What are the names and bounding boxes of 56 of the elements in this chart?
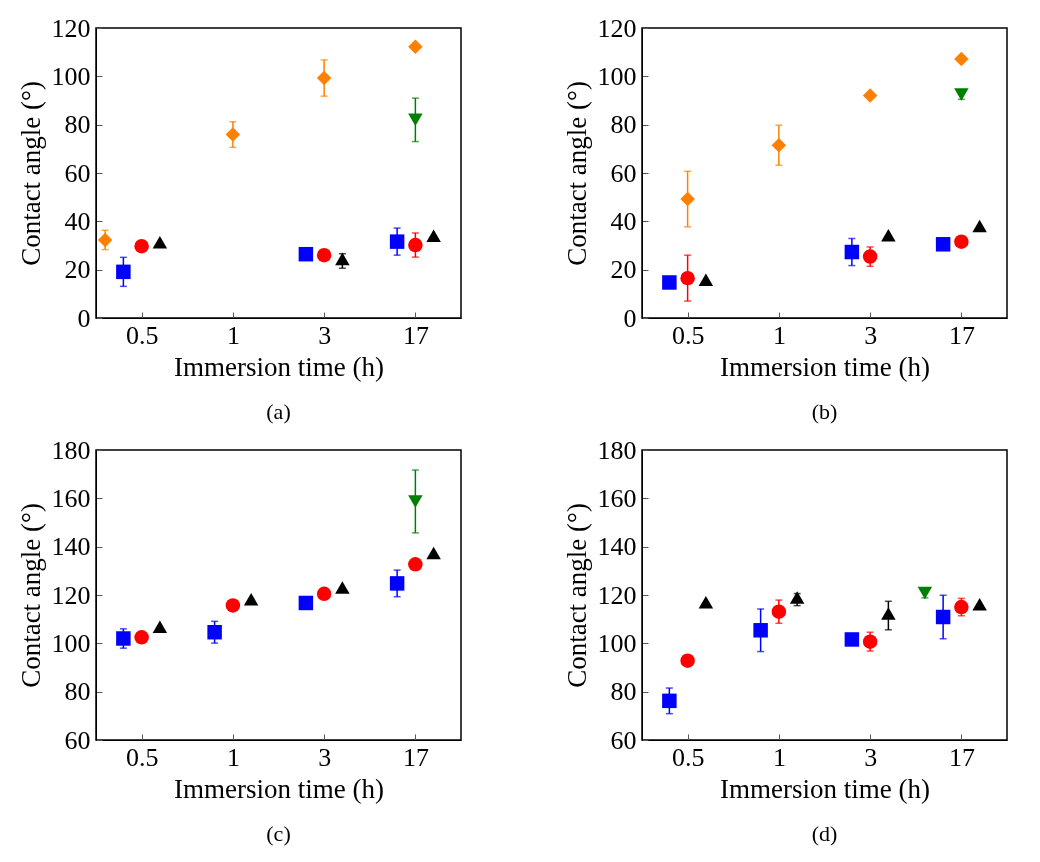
y-tick-label: 160 [597, 483, 637, 513]
x-tick-label: 3 [864, 742, 878, 772]
y-tick-label: 100 [51, 61, 91, 91]
x-tick-label: 1 [772, 320, 786, 350]
x-tick-label: 1 [226, 742, 240, 772]
y-tick-label: 0 [623, 303, 637, 333]
y-tick-label: 60 [610, 725, 637, 755]
y-tick-label: 40 [610, 206, 637, 236]
x-axis-title: Immersion time (h) [720, 351, 930, 382]
x-tick-label: 1 [226, 320, 240, 350]
x-tick-label: 3 [318, 320, 332, 350]
x-tick-label: 0.5 [125, 742, 159, 772]
y-tick-label: 180 [597, 435, 637, 465]
x-tick-label: 17 [948, 742, 975, 772]
y-axis-title: Contact angle (°) [15, 81, 46, 266]
y-tick-label: 120 [597, 13, 637, 43]
y-tick-label: 180 [51, 435, 91, 465]
x-tick-label: 3 [318, 742, 332, 772]
x-tick-label: 0.5 [125, 320, 159, 350]
y-tick-label: 40 [64, 206, 91, 236]
y-tick-label: 20 [64, 255, 91, 285]
y-tick-label: 0 [77, 303, 91, 333]
y-tick-label: 120 [51, 13, 91, 43]
y-tick-label: 20 [610, 255, 637, 285]
y-tick-label: 120 [597, 580, 637, 610]
y-axis-title: Contact angle (°) [561, 503, 592, 688]
y-tick-label: 60 [64, 158, 91, 188]
x-tick-label: 1 [772, 742, 786, 772]
y-tick-label: 100 [597, 61, 637, 91]
x-axis-title: Immersion time (h) [720, 773, 930, 804]
y-tick-label: 140 [51, 532, 91, 562]
x-tick-label: 0.5 [671, 320, 705, 350]
x-tick-label: 17 [402, 320, 429, 350]
y-tick-label: 80 [610, 677, 637, 707]
y-tick-label: 80 [64, 677, 91, 707]
x-tick-label: 17 [402, 742, 429, 772]
y-tick-label: 160 [51, 483, 91, 513]
y-tick-label: 140 [597, 532, 637, 562]
x-tick-label: 17 [948, 320, 975, 350]
x-axis-title: Immersion time (h) [174, 773, 384, 804]
text: (b) [811, 399, 838, 424]
y-axis-title: Contact angle (°) [15, 503, 46, 688]
text: (d) [811, 821, 838, 846]
y-tick-label: 100 [597, 628, 637, 658]
y-tick-label: 120 [51, 580, 91, 610]
y-tick-label: 60 [610, 158, 637, 188]
y-tick-label: 80 [610, 110, 637, 140]
text: (a) [266, 399, 291, 424]
x-tick-label: 0.5 [671, 742, 705, 772]
text: (c) [266, 821, 291, 846]
y-tick-label: 60 [64, 725, 91, 755]
y-tick-label: 80 [64, 110, 91, 140]
x-axis-title: Immersion time (h) [174, 351, 384, 382]
y-axis-title: Contact angle (°) [561, 81, 592, 266]
x-tick-label: 3 [864, 320, 878, 350]
y-tick-label: 100 [51, 628, 91, 658]
